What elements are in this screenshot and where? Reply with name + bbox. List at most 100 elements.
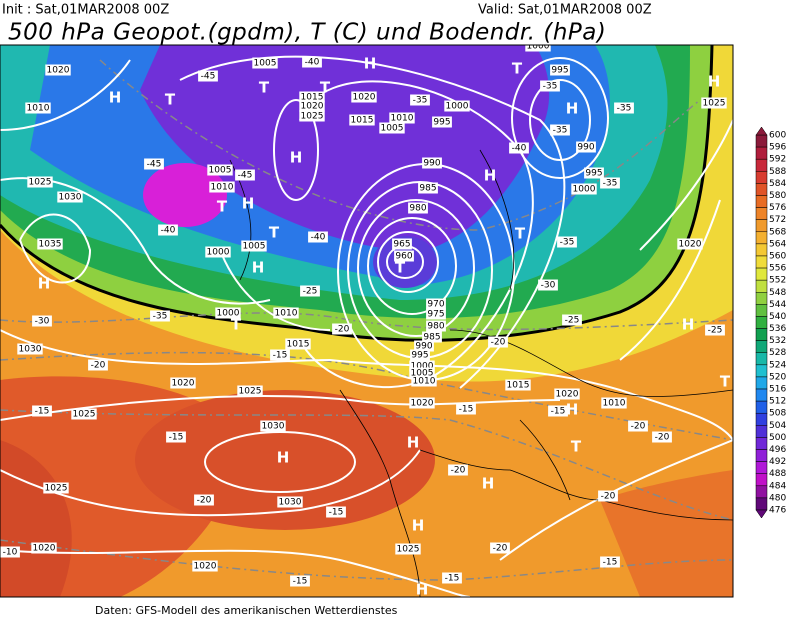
colorbar-swatch xyxy=(755,146,768,160)
temperature-label-box xyxy=(194,494,214,506)
temperature-label-box xyxy=(302,56,322,68)
isobar-label-box xyxy=(414,340,434,352)
pressure-center: H xyxy=(290,149,303,167)
footer: Daten: GFS-Modell des amerikanischen Wet… xyxy=(95,604,398,617)
isobar-label-box xyxy=(409,397,435,409)
temperature-label: -20 xyxy=(655,433,670,443)
isobar-label: 970 xyxy=(427,300,444,310)
isobar-label-box xyxy=(426,308,446,320)
isobar-label: 1000 xyxy=(446,102,469,112)
temperature-label-box xyxy=(270,349,290,361)
temperature-label: -35 xyxy=(553,126,568,136)
temperature-lines xyxy=(0,59,733,581)
colorbar-swatch xyxy=(755,279,768,293)
temperature-label-box xyxy=(538,279,558,291)
colorbar-swatch xyxy=(755,292,768,305)
temperature-label: -15 xyxy=(445,574,460,584)
temperature-label-box xyxy=(32,315,52,327)
colorbar-label: 544 xyxy=(769,300,786,310)
isobar-label: 1025 xyxy=(29,178,52,188)
pressure-center: H xyxy=(407,434,420,452)
map-title: 500 hPa Geopot.(gpdm), T (C) und Bodendr… xyxy=(8,20,606,46)
isobar-label-box xyxy=(550,64,570,76)
temperature-label-box xyxy=(88,359,108,371)
isobar-label: 1005 xyxy=(381,124,404,134)
isobar-label-box xyxy=(207,164,233,176)
colorbar-label: 540 xyxy=(769,312,786,322)
temperature-label: -15 xyxy=(273,351,288,361)
isobar-label-box xyxy=(554,388,580,400)
map: 1020101010251030103510051015102010251020… xyxy=(0,45,733,597)
colorbar-label: 556 xyxy=(769,264,786,274)
isobar-label-box xyxy=(45,64,71,76)
temperature-label-box xyxy=(448,464,468,476)
isobar-label: 1010 xyxy=(603,399,626,409)
colorbar-swatch xyxy=(755,400,768,414)
isobar-label-box xyxy=(351,91,377,103)
isobar-label-box xyxy=(299,100,325,112)
colorbar-swatch xyxy=(755,473,768,487)
isobar-label-box xyxy=(25,102,51,114)
temperature-label-box xyxy=(166,431,186,443)
colorbar-label: 520 xyxy=(769,372,786,382)
pressure-center: T xyxy=(515,225,526,243)
isobar-label-box xyxy=(571,183,597,195)
isobar-label-box xyxy=(525,45,551,52)
isobar-label: 1010 xyxy=(275,309,298,319)
pressure-center: H xyxy=(566,100,579,118)
isobar-label-box xyxy=(43,482,69,494)
isobar-label: 1025 xyxy=(703,99,726,109)
isobar-label-box xyxy=(505,379,531,391)
temperature-label: -20 xyxy=(197,496,212,506)
colorbar-swatch xyxy=(755,376,768,390)
isobar-label: 995 xyxy=(585,169,602,179)
temperature-label-box xyxy=(598,490,618,502)
map-frame xyxy=(0,44,734,598)
colorbar-swatch xyxy=(755,352,768,366)
temperature-label: -25 xyxy=(303,287,318,297)
isobar-label: 985 xyxy=(423,333,440,343)
contour-552 xyxy=(0,45,714,342)
colorbar: 600 596 592 588 584 580 576 572 568 564 560 556 552 5… xyxy=(755,126,786,519)
isobar-label-box xyxy=(576,141,596,153)
pressure-center: H xyxy=(708,73,721,91)
temperature-label-box xyxy=(300,285,320,297)
isobar-label-box xyxy=(584,167,604,179)
temperature-label: -40 xyxy=(512,144,527,154)
colorbar-label: 504 xyxy=(769,421,786,431)
temperature-label: -40 xyxy=(161,226,176,236)
colorbar-label: 584 xyxy=(769,179,786,189)
colorbar-swatch xyxy=(755,134,768,148)
temperature-label: -35 xyxy=(603,179,618,189)
isobar-label-box xyxy=(409,367,435,379)
temperature-label: -40 xyxy=(311,233,326,243)
map-labels: 1020101010251030103510051015102010251020… xyxy=(0,45,731,597)
isobar-label: 1025 xyxy=(239,387,262,397)
pressure-center: H xyxy=(484,167,497,185)
isobar-label-box xyxy=(394,250,414,262)
colorbar-label: 524 xyxy=(769,360,786,370)
colorbar-swatch xyxy=(755,461,768,474)
isobar-label-box xyxy=(17,343,43,355)
isobar-label: 1025 xyxy=(397,545,420,555)
colorbar-swatch xyxy=(755,195,768,208)
isobar-label-box xyxy=(215,307,241,319)
colorbar-label: 596 xyxy=(769,143,786,153)
isobar-label: 1025 xyxy=(301,112,324,122)
colorbar-swatch xyxy=(755,219,768,233)
isobar-label: 1005 xyxy=(243,242,266,252)
isobar-label-box xyxy=(701,97,727,109)
temperature-label-box xyxy=(628,420,648,432)
temperature-label: -20 xyxy=(601,492,616,502)
pressure-center: T xyxy=(217,198,228,216)
temperature-label-box xyxy=(557,236,577,248)
isobar-label: 1015 xyxy=(301,93,324,103)
isobar-label-box xyxy=(422,331,442,343)
temperature-label-box xyxy=(332,323,352,335)
isobar-label-box xyxy=(285,338,311,350)
colorbar-label: 548 xyxy=(769,288,786,298)
isobar-label-box xyxy=(411,375,437,387)
pressure-center: H xyxy=(682,316,695,334)
temperature-label: -35 xyxy=(543,82,558,92)
